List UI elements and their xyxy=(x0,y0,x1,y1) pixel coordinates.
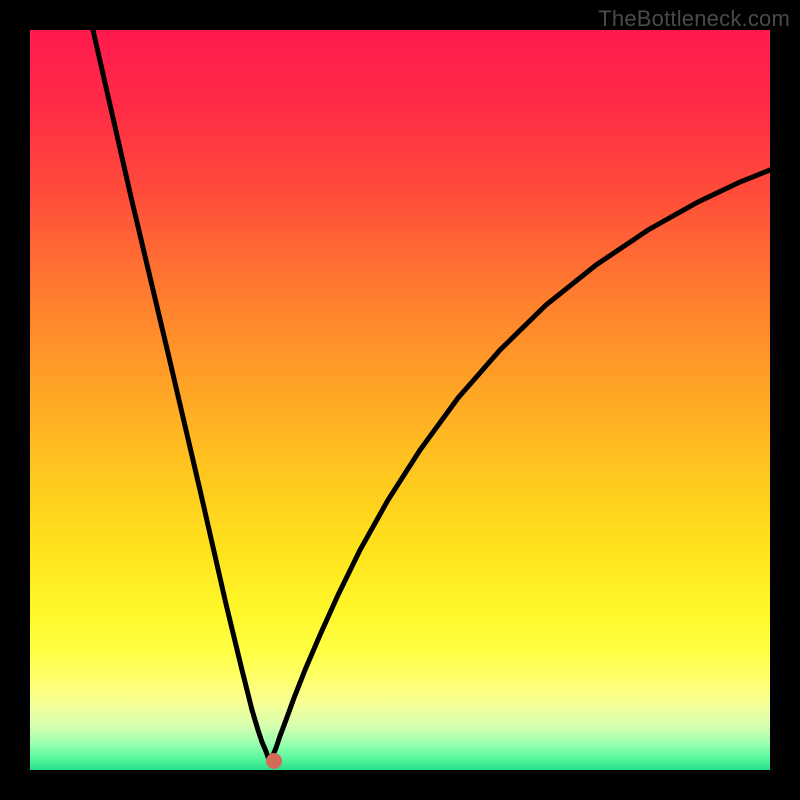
plot-area xyxy=(30,30,770,770)
curve-right xyxy=(270,170,770,760)
watermark-text: TheBottleneck.com xyxy=(598,6,790,32)
point-marker xyxy=(266,753,282,769)
curve-layer xyxy=(30,30,770,770)
chart-container: TheBottleneck.com xyxy=(0,0,800,800)
curve-left xyxy=(93,30,270,760)
